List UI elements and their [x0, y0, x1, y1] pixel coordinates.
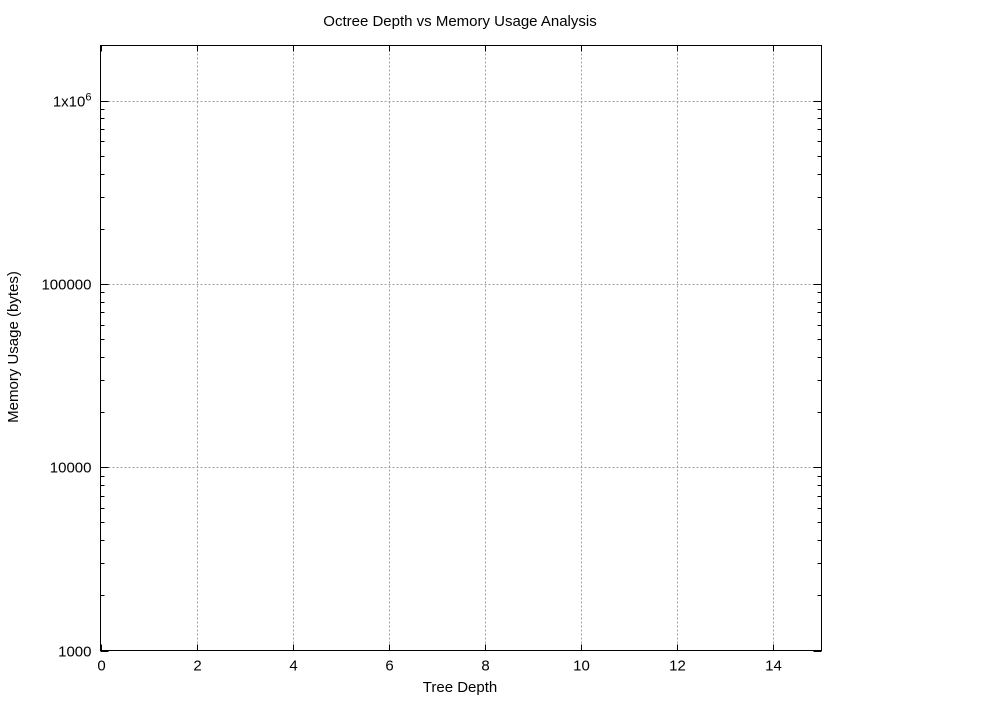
y-tick-label: 10000 — [50, 460, 92, 477]
x-tick-label: 12 — [669, 658, 686, 675]
grid-layer — [100, 45, 822, 651]
x-tick-label: 8 — [481, 658, 489, 675]
y-tick-label-base: 1x10 — [53, 94, 86, 111]
x-tick-label: 4 — [289, 658, 297, 675]
x-tick-label: 0 — [97, 658, 105, 675]
x-tick-label: 10 — [573, 658, 590, 675]
tick-layer — [100, 45, 822, 652]
x-tick-label: 2 — [193, 658, 201, 675]
y-tick-label: 1x106 — [53, 92, 92, 111]
y-tick-label: 100000 — [41, 277, 91, 294]
y-axis-label: Memory Usage (bytes) — [5, 271, 22, 423]
x-tick-label: 6 — [385, 658, 393, 675]
x-tick-label: 14 — [765, 658, 782, 675]
y-tick-label: 1000 — [58, 644, 91, 661]
x-axis-label: Tree Depth — [423, 679, 497, 696]
chart-title: Octree Depth vs Memory Usage Analysis — [323, 13, 596, 30]
plot-frame — [100, 45, 822, 651]
y-tick-label-exponent: 6 — [85, 92, 91, 104]
